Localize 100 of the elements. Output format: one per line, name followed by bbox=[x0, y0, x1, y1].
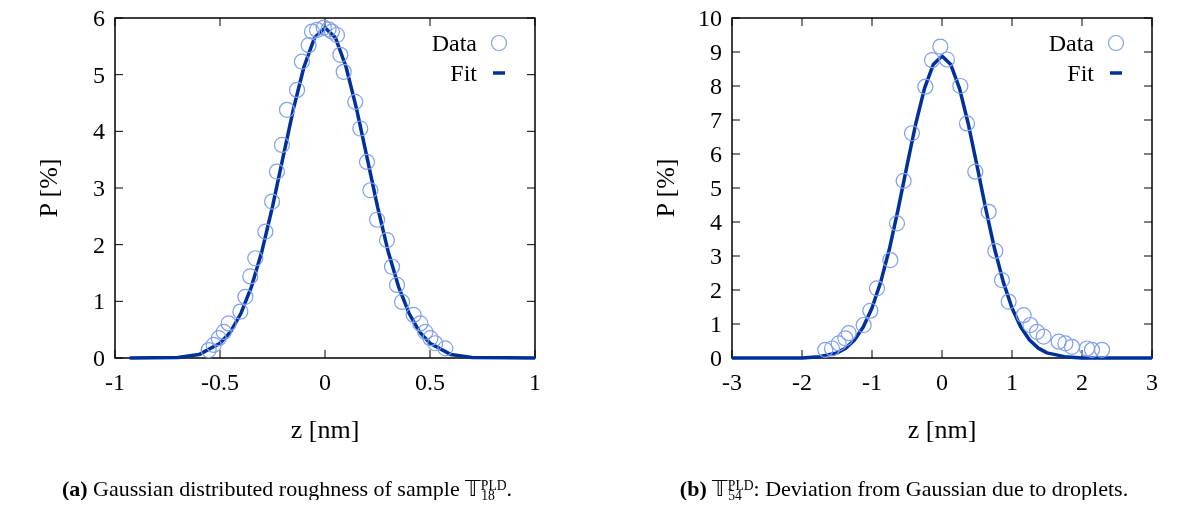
point bbox=[882, 251, 899, 269]
point bbox=[917, 78, 934, 95]
point bbox=[268, 163, 286, 180]
point bbox=[328, 26, 346, 44]
x-tick-label: 0.5 bbox=[415, 369, 445, 395]
legend-label: Fit bbox=[450, 60, 478, 86]
y-tick-label: 5 bbox=[93, 61, 105, 88]
point bbox=[1078, 340, 1096, 357]
point bbox=[1050, 333, 1067, 350]
point bbox=[288, 81, 306, 99]
x-tick-label: -3 bbox=[722, 369, 742, 395]
text: (b) 𝕋$_{54}$$^{PLD}$: Deviation from Gaussian due to droplets. bbox=[679, 476, 1129, 504]
point bbox=[232, 303, 249, 320]
point bbox=[220, 315, 237, 332]
x-tick-label: -1 bbox=[862, 369, 882, 395]
point bbox=[1093, 341, 1111, 358]
point bbox=[923, 52, 941, 69]
x-tick-label: 0 bbox=[319, 369, 331, 395]
point bbox=[817, 341, 834, 358]
point bbox=[308, 21, 326, 38]
point bbox=[938, 51, 956, 68]
y-tick-label: 4 bbox=[93, 118, 105, 145]
y-tick-label: 5 bbox=[710, 175, 722, 201]
point bbox=[278, 101, 296, 118]
x-tick-label: 3 bbox=[1146, 369, 1158, 395]
point bbox=[980, 203, 997, 220]
point bbox=[293, 53, 310, 70]
y-tick-label: 1 bbox=[710, 311, 722, 337]
point bbox=[830, 335, 847, 352]
point bbox=[362, 182, 379, 199]
point bbox=[273, 136, 291, 154]
point bbox=[242, 268, 259, 285]
point bbox=[205, 336, 222, 354]
point bbox=[837, 330, 854, 347]
legend-label: Data bbox=[431, 30, 478, 56]
point bbox=[263, 193, 281, 210]
y-tick-label: 10 bbox=[698, 5, 722, 31]
point bbox=[422, 330, 439, 347]
point bbox=[378, 232, 396, 249]
y-tick-label: 4 bbox=[710, 209, 722, 235]
point bbox=[405, 306, 422, 324]
point bbox=[427, 335, 444, 352]
x-tick-label: 0 bbox=[936, 369, 948, 395]
y-tick-label: 2 bbox=[93, 231, 105, 258]
point bbox=[903, 125, 921, 142]
point bbox=[1083, 341, 1101, 358]
point bbox=[823, 340, 841, 357]
point bbox=[888, 215, 906, 232]
point bbox=[237, 288, 254, 305]
legend-label: Fit bbox=[1067, 60, 1095, 86]
y-axis-title: P [%] bbox=[34, 158, 63, 218]
y-tick-label: 6 bbox=[93, 5, 105, 31]
point bbox=[320, 21, 337, 38]
point bbox=[862, 302, 879, 319]
point bbox=[215, 323, 232, 341]
y-tick-label: 3 bbox=[93, 175, 105, 201]
x-tick-label: 1 bbox=[1006, 369, 1018, 395]
point bbox=[347, 93, 364, 110]
y-tick-label: 3 bbox=[710, 243, 722, 269]
point bbox=[412, 315, 429, 332]
point bbox=[200, 341, 217, 359]
x-tick-label: 2 bbox=[1076, 369, 1088, 395]
legend-label: Data bbox=[1048, 30, 1095, 56]
x-tick-label: -0.5 bbox=[201, 369, 239, 395]
point bbox=[393, 293, 411, 310]
point bbox=[368, 211, 386, 228]
point bbox=[987, 242, 1004, 259]
y-tick-label: 8 bbox=[710, 73, 722, 99]
x-axis-title: z [nm] bbox=[907, 415, 977, 444]
point bbox=[1028, 323, 1046, 340]
point bbox=[1057, 335, 1074, 352]
point bbox=[868, 280, 886, 297]
point bbox=[315, 19, 332, 36]
point bbox=[855, 316, 872, 334]
point bbox=[958, 115, 976, 132]
point bbox=[388, 276, 406, 293]
point bbox=[352, 120, 369, 137]
point bbox=[993, 272, 1011, 289]
y-tick-label: 1 bbox=[93, 288, 105, 315]
point bbox=[210, 330, 227, 347]
x-tick-label: 1 bbox=[529, 369, 541, 395]
point bbox=[1000, 293, 1017, 310]
y-tick-label: 9 bbox=[710, 39, 722, 65]
x-tick-label: -1 bbox=[105, 369, 125, 395]
point bbox=[952, 77, 969, 95]
y-tick-label: 7 bbox=[710, 107, 722, 133]
y-tick-label: 2 bbox=[710, 277, 722, 303]
point bbox=[358, 153, 376, 171]
point bbox=[1035, 328, 1052, 345]
point bbox=[335, 63, 352, 80]
x-axis-title: z [nm] bbox=[290, 415, 360, 444]
y-axis-title: P [%] bbox=[651, 158, 680, 218]
point bbox=[840, 325, 857, 342]
point bbox=[300, 37, 317, 54]
point bbox=[932, 38, 949, 55]
text: (a) Gaussian distributed roughness of sample 𝕋$_{18}$$^{PLD}$. bbox=[61, 476, 513, 504]
point bbox=[332, 46, 349, 63]
point bbox=[1015, 307, 1032, 324]
y-tick-label: 0 bbox=[710, 345, 722, 371]
y-tick-label: 0 bbox=[93, 345, 105, 371]
